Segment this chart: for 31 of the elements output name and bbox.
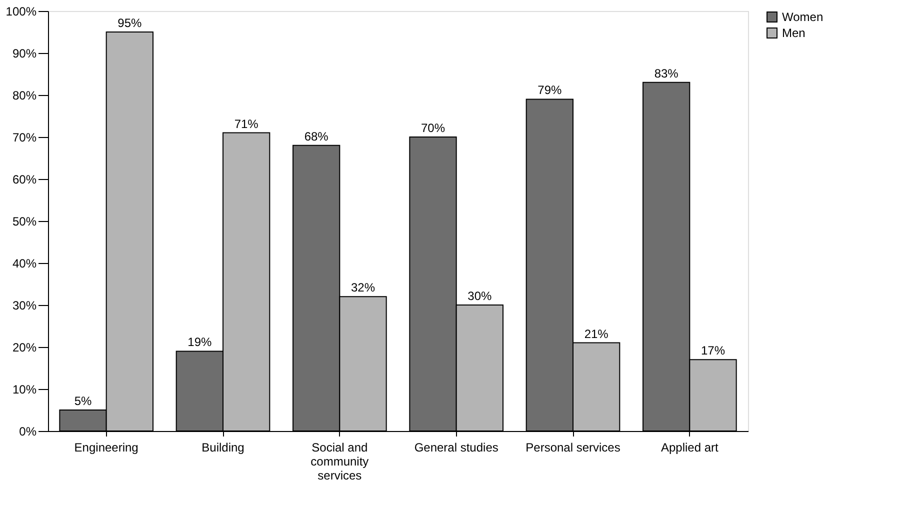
y-tick-label: 100% [6,4,37,18]
y-tick-label: 10% [12,382,37,396]
data-label: 21% [584,326,609,341]
legend-label: Women [782,10,824,24]
data-label: 5% [74,394,92,408]
y-tick-label: 80% [12,88,37,102]
data-label: 30% [468,289,492,303]
y-tick-label: 60% [12,172,37,186]
y-tick-label: 20% [12,340,37,354]
data-label: 19% [188,335,212,350]
y-tick-label: 40% [12,256,37,270]
data-label: 68% [304,129,329,144]
data-label: 95% [118,16,142,30]
x-tick-label: Building [202,440,244,454]
y-tick-label: 50% [12,214,37,228]
data-label: 70% [420,121,446,135]
x-tick-label: General studies [414,440,498,454]
data-label: 79% [538,83,562,98]
y-tick-label: 90% [12,46,37,60]
y-tick-label: 70% [12,130,37,144]
data-label: 71% [234,116,259,131]
legend-label: Men [782,26,806,40]
x-tick-label: Social and community services [310,440,369,482]
x-tick-label: Engineering [74,440,138,454]
x-tick-label: Personal services [526,440,620,454]
y-tick-label: 0% [19,424,37,438]
data-label: 17% [700,344,726,358]
y-tick-label: 30% [12,298,37,312]
data-label: 32% [350,280,376,295]
x-tick-label: Applied art [660,440,720,454]
data-label: 83% [654,66,679,80]
